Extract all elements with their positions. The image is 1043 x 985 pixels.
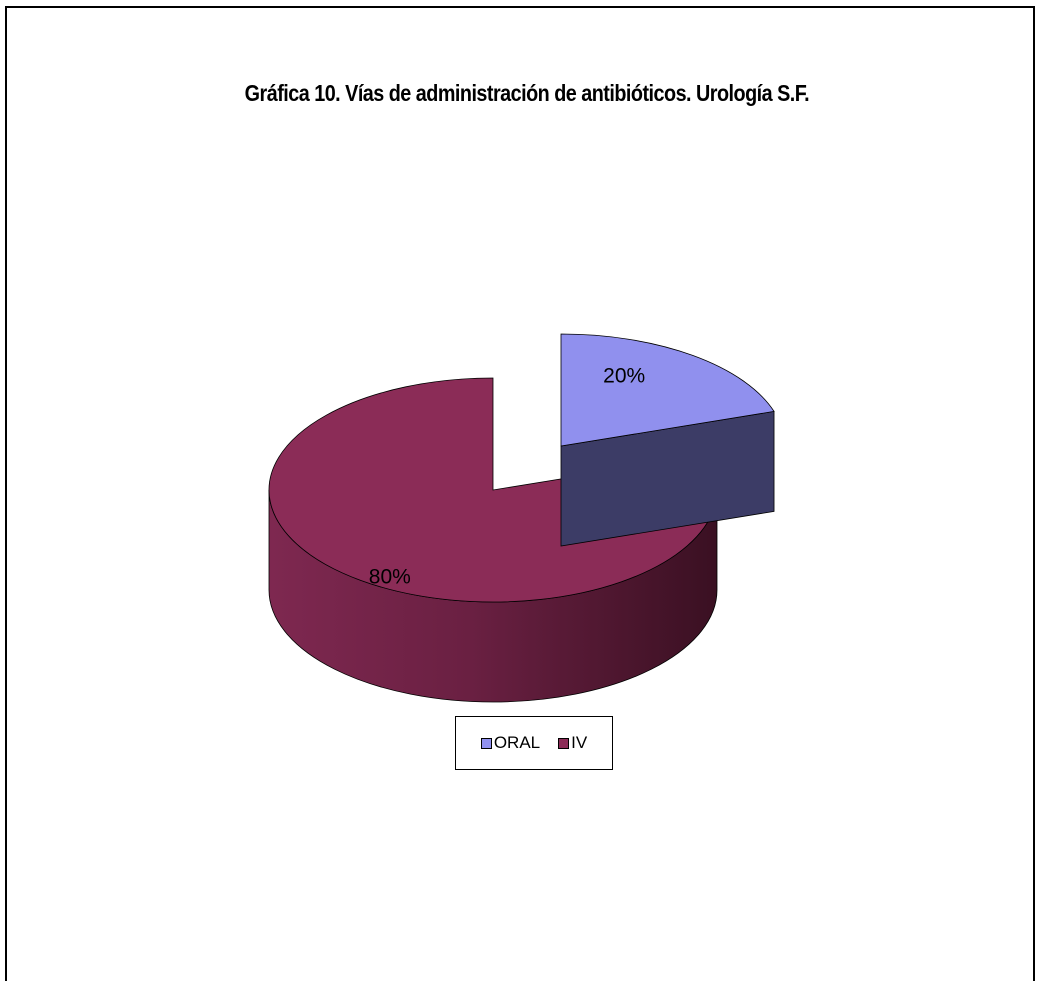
pie-slice-iv bbox=[268, 377, 718, 603]
slice-label-oral: 20% bbox=[603, 365, 645, 388]
pie-slice-oral bbox=[560, 333, 775, 447]
legend-swatch-iv bbox=[558, 737, 570, 749]
legend-entry-iv: IV bbox=[558, 733, 587, 753]
legend-label-iv: IV bbox=[571, 733, 588, 752]
legend: ORAL IV bbox=[455, 716, 613, 770]
legend-entry-oral: ORAL bbox=[480, 733, 541, 753]
slice-label-iv: 80% bbox=[369, 565, 411, 588]
legend-label-oral: ORAL bbox=[493, 733, 541, 752]
legend-swatch-oral bbox=[480, 737, 492, 749]
chart-title: Gráfica 10. Vías de administración de an… bbox=[244, 80, 810, 106]
